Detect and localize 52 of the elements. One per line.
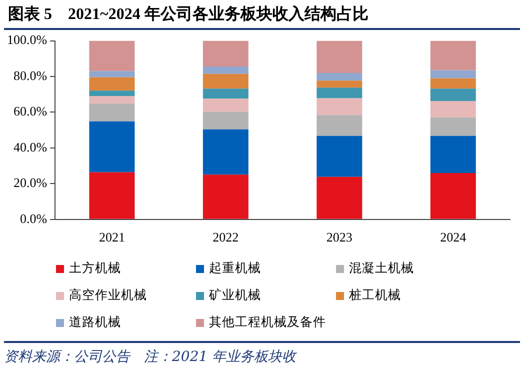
legend-label: 起重机械	[209, 260, 261, 277]
legend-label: 土方机械	[69, 260, 121, 277]
bar	[202, 40, 248, 67]
y-tick-label: 0.0%	[20, 210, 48, 226]
bar	[89, 96, 135, 104]
bar	[430, 136, 476, 173]
legend-label: 混凝土机械	[349, 260, 414, 277]
bar	[202, 112, 248, 130]
bar	[430, 78, 476, 89]
text: 资料来源：公司公告 注：2021 年业务板块收	[4, 341, 520, 366]
legend-label: 矿业机械	[209, 287, 261, 304]
bar	[316, 115, 362, 136]
bar	[202, 174, 248, 219]
bar	[202, 66, 248, 74]
bar	[89, 104, 135, 122]
y-tick-label: 80.0%	[13, 68, 48, 83]
bar	[430, 70, 476, 78]
x-tick-label: 2024	[440, 230, 467, 245]
bar	[430, 117, 476, 136]
legend-label: 道路机械	[69, 314, 121, 331]
legend-label: 其他工程机械及备件	[209, 314, 326, 331]
y-tick-label: 100.0%	[6, 32, 48, 48]
bar	[89, 40, 135, 72]
bar	[430, 88, 476, 101]
bar	[316, 136, 362, 177]
y-tick-label: 20.0%	[13, 175, 48, 190]
x-tick-label: 2021	[98, 230, 125, 245]
bar	[89, 90, 135, 96]
y-tick-label: 60.0%	[13, 104, 48, 119]
bar	[316, 88, 362, 98]
legend-label: 桩工机械	[349, 287, 401, 304]
bar	[316, 176, 362, 219]
x-tick-label: 2023	[326, 230, 352, 245]
bar	[316, 98, 362, 116]
legend-label: 高空作业机械	[69, 287, 147, 304]
bar	[316, 80, 362, 88]
bar	[89, 172, 135, 219]
bar	[89, 71, 135, 78]
bar	[202, 74, 248, 89]
bar	[202, 88, 248, 99]
bar	[202, 129, 248, 175]
bar	[430, 40, 476, 70]
bar	[316, 40, 362, 73]
bar	[202, 98, 248, 112]
bar	[430, 172, 476, 219]
bar	[89, 121, 135, 172]
chart-title: 图表 5 2021~2024 年公司各业务板块收入结构占比	[4, 0, 520, 30]
y-tick-label: 40.0%	[13, 139, 48, 154]
bar	[430, 100, 476, 118]
bar	[316, 72, 362, 81]
bar	[89, 77, 135, 91]
x-tick-label: 2022	[212, 230, 239, 245]
